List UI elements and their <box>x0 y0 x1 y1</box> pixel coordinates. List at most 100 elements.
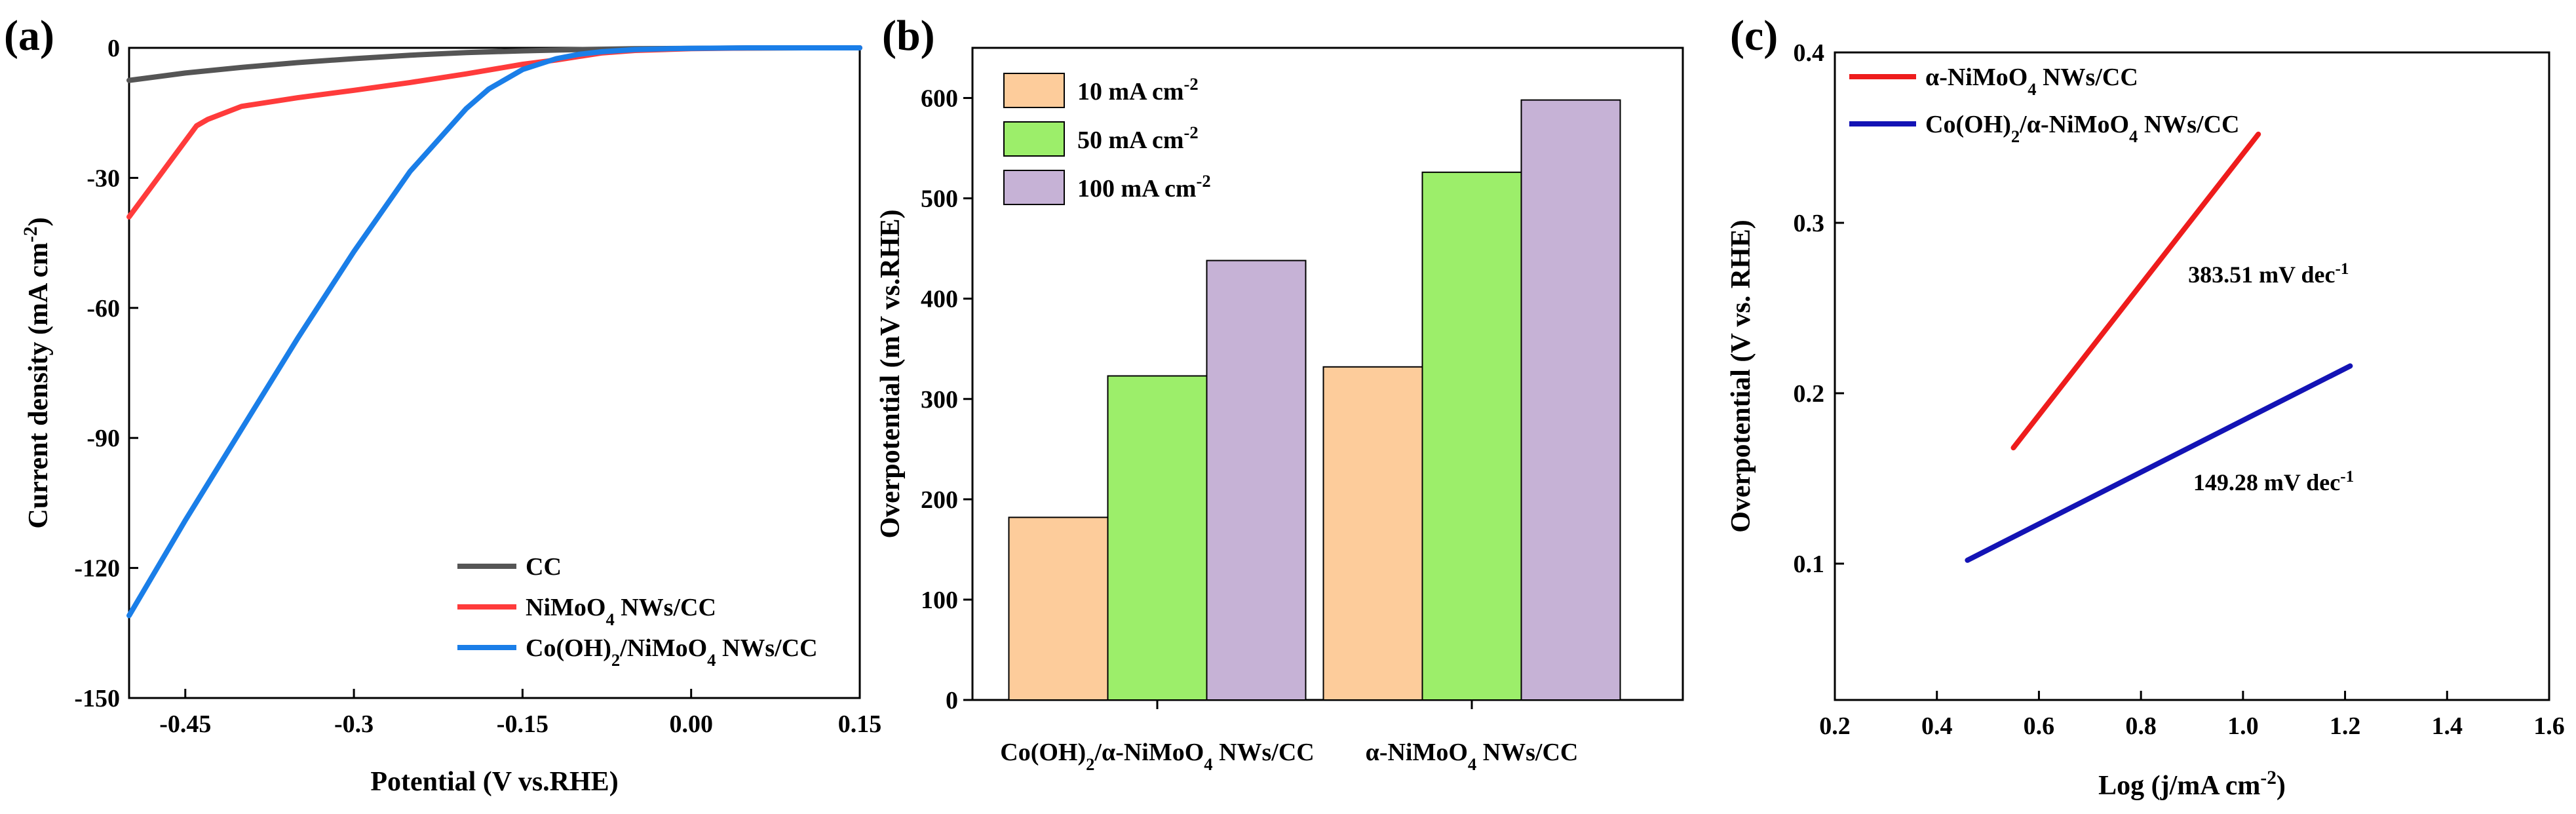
y-tick-label: 0.3 <box>1794 210 1825 237</box>
legend-label: 50 mA cm-2 <box>1077 123 1199 154</box>
x-tick-label: 0.4 <box>1921 712 1953 740</box>
legend-label-part: 4 <box>2028 79 2036 99</box>
x-axis-title: Log (j/mA cm-2) <box>2098 767 2286 801</box>
y-tick-label: -60 <box>87 295 120 322</box>
legend-label-part: /α-NiMoO <box>2019 111 2129 138</box>
y-tick-label: 0.2 <box>1794 380 1825 408</box>
bar-0-1 <box>1107 375 1208 701</box>
legend-swatch <box>1003 73 1065 108</box>
legend-swatch <box>1003 121 1065 157</box>
legend-label-part: -2 <box>1184 74 1199 94</box>
plot-frame-a <box>128 47 861 699</box>
tafel-line-1 <box>1965 363 2353 563</box>
slope-annotation-0: 383.51 mV dec-1 <box>2188 260 2349 288</box>
x-axis-title-part: -2 <box>2260 767 2276 788</box>
legend-label: 10 mA cm-2 <box>1077 74 1199 106</box>
x-tick-label: 0.00 <box>669 710 713 738</box>
x-tick-label: -0.3 <box>334 710 374 738</box>
x-tick-label: 0.15 <box>838 710 882 738</box>
legend-label-part: NWs/CC <box>615 594 716 621</box>
legend-label-part: 4 <box>707 650 716 670</box>
y-tick-label: 0.1 <box>1794 551 1825 578</box>
category-label: α-NiMoO4 NWs/CC <box>1366 739 1579 774</box>
y-tick-label: 400 <box>921 286 958 313</box>
x-axis-title-part: ) <box>2277 771 2286 801</box>
category-label-part: Co(OH) <box>1000 739 1086 766</box>
slope-annotation-1: 149.28 mV dec-1 <box>2193 468 2354 496</box>
y-axis-title-part: ) <box>24 217 54 226</box>
bar-1-2 <box>1520 99 1621 701</box>
legend-label: CC <box>526 553 562 581</box>
panel-label-a: (a) <box>4 12 54 60</box>
x-axis-title: Potential (V vs.RHE) <box>370 767 618 797</box>
y-tick-label: 200 <box>921 486 958 514</box>
y-tick-label: 0 <box>946 687 958 714</box>
x-tick-label: 0.2 <box>1819 712 1851 740</box>
legend-label-part: 4 <box>606 610 614 629</box>
series-line-0 <box>126 45 862 83</box>
y-tick-label: 0 <box>107 35 120 62</box>
x-tick-label: 0.8 <box>2125 712 2157 740</box>
slope-annotation-1-part: 149.28 mV dec <box>2193 469 2340 495</box>
legend-label-part: 50 mA cm <box>1077 126 1184 154</box>
x-tick-label: 0.6 <box>2024 712 2055 740</box>
y-axis-title: Overpotential (mV vs.RHE) <box>875 209 906 538</box>
y-tick-label: -90 <box>87 425 120 452</box>
category-label-part: 2 <box>1086 754 1094 774</box>
category-label-part: /α-NiMoO <box>1094 739 1204 766</box>
panel-label-b: (b) <box>882 12 935 60</box>
slope-annotation-1-part: -1 <box>2340 468 2354 486</box>
slope-annotation-0-part: -1 <box>2335 260 2349 278</box>
series-line-1 <box>126 45 862 220</box>
bar-0-2 <box>1206 260 1307 701</box>
legend-label-part: /NiMoO <box>619 634 707 662</box>
tafel-line-0 <box>2010 131 2261 451</box>
legend-label-part: 100 mA cm <box>1077 175 1197 203</box>
category-label-part: α-NiMoO <box>1366 739 1468 766</box>
slope-annotation-0-part: 383.51 mV dec <box>2188 262 2335 288</box>
x-tick-label: -0.45 <box>159 710 211 738</box>
legend-label-part: NWs/CC <box>2037 64 2138 91</box>
category-label-part: NWs/CC <box>1213 739 1315 766</box>
panel-a: -0.45 -0.3 -0.15 0.00 0.15 0 -30 -60 -90 -120 -150… <box>20 35 881 797</box>
y-tick-label: 0.4 <box>1794 39 1825 67</box>
legend-label: 100 mA cm-2 <box>1077 171 1211 203</box>
legend-label-part: 10 mA cm <box>1077 78 1184 106</box>
legend-label-part: NWs/CC <box>2138 111 2239 138</box>
legend-label-part: 2 <box>2011 126 2020 146</box>
panel-c: 0.2 0.4 0.6 0.8 1.0 1.2 1.4 1.6 0.1 0.2 0.3 0.4 Log … <box>1726 39 2565 801</box>
y-tick-label: -120 <box>74 555 120 583</box>
y-tick-label: -150 <box>74 685 120 712</box>
x-tick-label: 1.0 <box>2227 712 2259 740</box>
x-tick-label: 1.6 <box>2533 712 2565 740</box>
y-tick-label: 500 <box>921 185 958 213</box>
x-tick-label: -0.15 <box>497 710 548 738</box>
legend-label-part: NiMoO <box>526 594 606 621</box>
y-tick-label: -30 <box>87 165 120 192</box>
legend-label: NiMoO4 NWs/CC <box>526 594 716 629</box>
y-axis-title: Current density (mA cm-2) <box>20 217 54 528</box>
legend-label-part: α-NiMoO <box>1925 64 2028 91</box>
legend-label: α-NiMoO4 NWs/CC <box>1925 64 2138 99</box>
y-axis-title-part: Current density (mA cm <box>24 242 54 529</box>
legend-label-part: NWs/CC <box>716 634 817 662</box>
legend-label-part: -2 <box>1184 123 1199 142</box>
y-axis-title-part: Overpotential (mV vs.RHE) <box>875 209 906 538</box>
legend-label: Co(OH)2/NiMoO4 NWs/CC <box>526 634 818 670</box>
legend-label-part: 4 <box>2129 126 2138 146</box>
y-axis-title-part: Overpotential (V vs. RHE) <box>1726 220 1756 533</box>
category-label: Co(OH)2/α-NiMoO4 NWs/CC <box>1000 739 1315 774</box>
x-axis-title-part: Log (j/mA cm <box>2098 771 2260 801</box>
legend-label-part: Co(OH) <box>526 634 611 662</box>
y-tick-label: 100 <box>921 587 958 614</box>
legend-label-part: -2 <box>1197 171 1211 191</box>
plot-frame-c <box>1834 51 2550 701</box>
y-tick-label: 600 <box>921 85 958 113</box>
bar-0-0 <box>1008 516 1109 701</box>
y-tick-label: 300 <box>921 386 958 414</box>
series-line-2 <box>126 45 862 619</box>
y-axis-title-part: -2 <box>20 226 41 242</box>
bar-1-1 <box>1421 171 1522 701</box>
x-tick-label: 1.4 <box>2432 712 2463 740</box>
x-tick-label: 1.2 <box>2330 712 2361 740</box>
